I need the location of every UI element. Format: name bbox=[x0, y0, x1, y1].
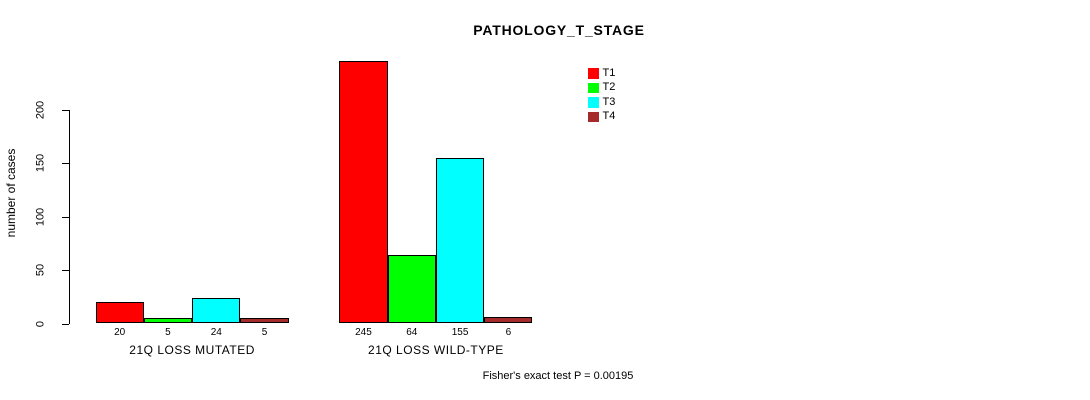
bar-T3-group2 bbox=[435, 157, 485, 324]
bar-T2-group2 bbox=[387, 255, 436, 324]
legend-label: T3 bbox=[602, 95, 616, 108]
chart-title: PATHOLOGY_T_STAGE bbox=[473, 22, 645, 38]
legend-item-T2: T2 bbox=[588, 81, 615, 96]
stat-test-note: Fisher's exact test P = 0.00195 bbox=[482, 370, 634, 382]
y-axis-tick bbox=[62, 323, 70, 325]
legend-item-T3: T3 bbox=[588, 95, 615, 110]
legend-label: T2 bbox=[602, 81, 616, 94]
bar-T1-group1 bbox=[95, 302, 144, 324]
bar-value-label: 245 bbox=[355, 327, 372, 338]
y-axis-tick-label: 100 bbox=[34, 207, 47, 226]
bar-value-label: 24 bbox=[210, 327, 222, 338]
bar-value-label: 5 bbox=[261, 327, 268, 338]
bar-T3-group1 bbox=[192, 297, 241, 324]
y-axis-tick bbox=[62, 216, 70, 218]
y-axis-tick bbox=[62, 270, 70, 272]
y-axis-line bbox=[69, 109, 71, 324]
legend-swatch-T4 bbox=[588, 111, 599, 122]
y-axis-tick bbox=[62, 163, 70, 165]
y-axis-tick-label: 50 bbox=[34, 263, 47, 277]
legend-swatch-T2 bbox=[588, 82, 599, 93]
y-axis-label: number of cases bbox=[4, 148, 18, 238]
legend-label: T4 bbox=[602, 110, 616, 123]
bar-T4-group2 bbox=[484, 317, 533, 324]
legend-swatch-T1 bbox=[588, 68, 599, 79]
bar-value-label: 64 bbox=[406, 327, 418, 338]
bar-value-label: 20 bbox=[114, 327, 126, 338]
bar-T1-group2 bbox=[339, 61, 388, 324]
group-label: 21Q LOSS WILD-TYPE bbox=[368, 343, 504, 357]
bar-value-label: 155 bbox=[451, 327, 469, 338]
bar-value-label: 5 bbox=[165, 327, 171, 338]
legend-item-T1: T1 bbox=[588, 66, 615, 81]
legend-item-T4: T4 bbox=[588, 110, 615, 125]
bar-T4-group1 bbox=[240, 318, 289, 324]
y-axis-tick bbox=[62, 109, 70, 111]
bar-value-label: 6 bbox=[505, 327, 512, 338]
legend: T1 T2 T3 T4 bbox=[588, 66, 615, 124]
legend-label: T1 bbox=[602, 66, 616, 79]
y-axis-tick-label: 200 bbox=[34, 100, 47, 119]
y-axis-tick-label: 150 bbox=[34, 153, 47, 173]
bar-T2-group1 bbox=[143, 318, 193, 324]
group-label: 21Q LOSS MUTATED bbox=[129, 343, 255, 357]
y-axis-tick-label: 0 bbox=[34, 320, 47, 327]
legend-swatch-T3 bbox=[588, 97, 599, 108]
